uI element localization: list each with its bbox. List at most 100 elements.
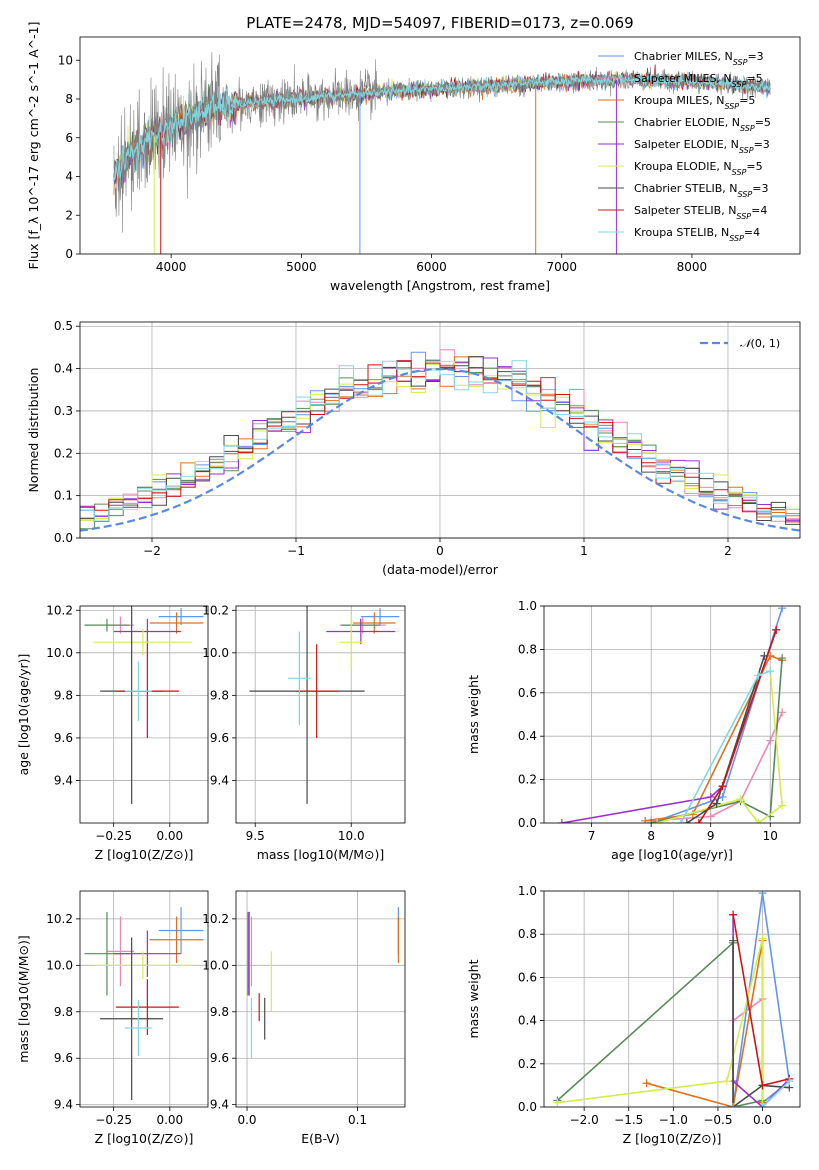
y-tick-label: 0.8 <box>518 927 537 941</box>
y-tick-label: 0.6 <box>518 970 537 984</box>
x-tick-label: 1 <box>580 544 588 558</box>
weight-marker <box>758 1081 767 1090</box>
weight-marker <box>758 1103 767 1107</box>
legend-label-6: Chabrier STELIB, NSSP=3 <box>634 182 768 199</box>
plot-area <box>84 907 204 1101</box>
weight-marker <box>778 654 787 663</box>
x-tick-label: −2 <box>143 544 161 558</box>
weight-line <box>733 1080 790 1107</box>
y-tick-label: 10.0 <box>46 958 73 972</box>
weight-line <box>557 938 764 1107</box>
y-tick-label: 1.0 <box>518 599 537 613</box>
y-tick-label: 0.6 <box>518 686 537 700</box>
x-tick-label: −1.5 <box>614 1113 643 1127</box>
y-tick-label: 9.4 <box>54 773 73 787</box>
y-tick-label: 4 <box>65 170 73 184</box>
y-tick-label: 10.2 <box>202 603 229 617</box>
x-axis-label: age [log10(age/yr)] <box>611 847 733 862</box>
y-tick-label: 0.4 <box>54 362 73 376</box>
plot-area <box>113 52 771 254</box>
axes-frame <box>79 321 801 539</box>
y-tick-label: 10.0 <box>46 646 73 660</box>
y-axis-label: mass [log10(M/M⊙)] <box>16 935 31 1063</box>
weight-line <box>556 941 763 1107</box>
y-tick-label: 0.3 <box>54 404 73 418</box>
x-tick-label: 8000 <box>677 260 708 274</box>
x-tick-label: −1.0 <box>659 1113 688 1127</box>
weight-marker <box>718 782 727 791</box>
y-axis-label: Normed distribution <box>26 368 41 493</box>
y-tick-label: 0.1 <box>54 489 73 503</box>
weight-marker <box>758 891 767 898</box>
y-tick-label: 0.4 <box>518 1014 537 1028</box>
y-axis-label: mass weight <box>466 675 481 754</box>
weight-line <box>732 997 764 1107</box>
weight-marker <box>676 819 685 823</box>
x-tick-label: −0.25 <box>95 1113 132 1127</box>
model-spectrum-line-top <box>113 74 771 181</box>
x-tick-label: 10.0 <box>338 829 365 843</box>
x-tick-label: 7000 <box>546 260 577 274</box>
y-tick-label: 8 <box>65 92 73 106</box>
y-tick-label: 9.4 <box>210 773 229 787</box>
plot-area <box>247 907 399 1059</box>
y-tick-label: 0.2 <box>518 773 537 787</box>
y-tick-label: 9.8 <box>54 1005 73 1019</box>
y-tick-label: 9.4 <box>210 1098 229 1112</box>
legend-label-5: Kroupa ELODIE, NSSP=5 <box>634 160 763 177</box>
y-tick-label: 10 <box>58 53 73 67</box>
weight-marker <box>778 708 787 717</box>
weight-marker <box>557 819 566 823</box>
y-tick-label: 0.5 <box>54 319 73 333</box>
weight-marker <box>766 736 775 745</box>
axes-frame <box>543 605 801 824</box>
legend-label-3: Chabrier ELODIE, NSSP=5 <box>634 116 771 133</box>
legend-label-0: Chabrier MILES, NSSP=3 <box>634 50 764 67</box>
weight-line <box>732 940 790 1107</box>
weight-line <box>651 658 783 823</box>
y-tick-label: 10.0 <box>202 958 229 972</box>
y-axis-label: mass weight <box>466 959 481 1038</box>
x-tick-label: 8 <box>647 829 655 843</box>
panel-mass_vs_Z: −0.25 0.00 9.4 9.6 9.8 10.0 10.2 Z [log10(Z/Z⊙)… <box>16 890 209 1146</box>
normal-reference-curve <box>80 367 800 532</box>
y-axis-label: age [log10(age/yr)] <box>16 654 31 776</box>
plot-area <box>249 606 400 804</box>
y-tick-label: 9.4 <box>54 1098 73 1112</box>
x-axis-label: mass [log10(M/M⊙)] <box>257 847 385 862</box>
weight-marker <box>778 801 787 810</box>
weight-marker <box>647 819 656 823</box>
weight-marker <box>729 936 738 945</box>
weight-marker <box>694 819 703 823</box>
plot-area <box>553 891 794 1107</box>
panel-age_vs_Z: −0.25 0.00 9.4 9.6 9.8 10.0 10.2 Z [log10(Z/Z⊙)… <box>16 603 209 862</box>
weight-marker <box>729 1103 738 1107</box>
y-tick-label: 0.0 <box>518 816 537 830</box>
residual-histogram <box>80 360 800 538</box>
x-axis-label: Z [log10(Z/Z⊙)] <box>95 1131 194 1146</box>
y-tick-label: 9.8 <box>54 688 73 702</box>
y-tick-label: 9.6 <box>210 1051 229 1065</box>
x-axis-label: Z [log10(Z/Z⊙)] <box>95 847 194 862</box>
residual-histogram <box>80 360 800 538</box>
weight-marker <box>754 819 763 823</box>
axes-frame <box>235 605 406 824</box>
x-tick-label: 5000 <box>286 260 317 274</box>
weight-marker <box>785 1077 794 1086</box>
legend-label-8: Kroupa STELIB, NSSP=4 <box>634 226 760 243</box>
weight-marker <box>682 819 691 823</box>
y-tick-label: 0.8 <box>518 642 537 656</box>
x-tick-label: 0.00 <box>156 1113 183 1127</box>
y-tick-label: 10.2 <box>202 912 229 926</box>
weight-marker <box>729 910 738 919</box>
y-tick-label: 0 <box>65 247 73 261</box>
figure-title: PLATE=2478, MJD=54097, FIBERID=0173, z=0… <box>246 14 633 32</box>
axes-frame <box>543 890 801 1108</box>
weight-marker <box>754 671 763 680</box>
y-tick-label: 10.0 <box>202 646 229 660</box>
panel-residuals: −2 −1 0 1 2 0.0 0.1 0.2 0.3 0.4 0.5 (data-model)/er… <box>26 319 801 577</box>
x-tick-label: 10 <box>763 829 778 843</box>
y-tick-label: 0.0 <box>518 1100 537 1114</box>
y-tick-label: 0.4 <box>518 729 537 743</box>
